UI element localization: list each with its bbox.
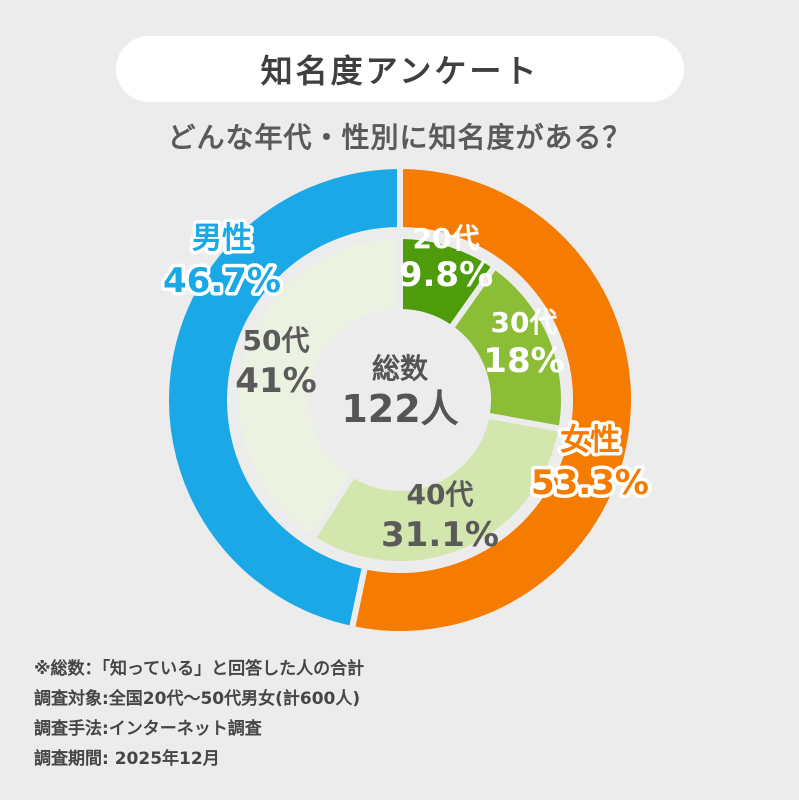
slice-value-40s: 31.1% xyxy=(381,515,499,555)
donut-hole xyxy=(312,312,488,488)
chart-subtitle: どんな年代・性別に知名度がある？ xyxy=(167,121,632,154)
note-line: 調査手法:インターネット調査 xyxy=(34,719,262,739)
note-line: ※総数：「知っている」と回答した人の合計 xyxy=(34,659,365,679)
inner-ring-slice xyxy=(446,261,567,433)
slice-value-male: 46.7% xyxy=(163,261,281,301)
inner-ring-slice xyxy=(308,412,565,567)
slice-label-20s: 20代 xyxy=(413,222,480,255)
slice-value-50s: 41% xyxy=(235,361,316,401)
slice-label-50s: 50代 xyxy=(243,324,310,357)
chart-title: 知名度アンケート xyxy=(260,52,540,90)
center-value: 122人 xyxy=(341,387,458,431)
slice-label-30s: 30代 xyxy=(491,306,558,339)
slice-value-30s: 18% xyxy=(483,341,564,381)
slice-value-20s: 9.8% xyxy=(399,255,493,295)
note-line: 調査対象:全国20代～50代男女(計600人) xyxy=(34,689,361,709)
note-line: 調査期間: 2025年12月 xyxy=(34,749,220,769)
slice-label-40s: 40代 xyxy=(407,478,474,511)
outer-ring-slice xyxy=(348,162,637,637)
slice-label-female: 女性 xyxy=(560,423,620,458)
outer-ring-slice xyxy=(163,162,403,633)
slice-label-male: 男性 xyxy=(192,221,252,256)
inner-ring-slice xyxy=(233,232,403,543)
title-banner: 知名度アンケート xyxy=(116,36,684,102)
survey-notes: ※総数：「知っている」と回答した人の合計 調査対象:全国20代～50代男女(計6… xyxy=(34,654,364,774)
center-label: 総数 xyxy=(372,352,429,385)
slice-value-female: 53.3% xyxy=(531,463,649,503)
